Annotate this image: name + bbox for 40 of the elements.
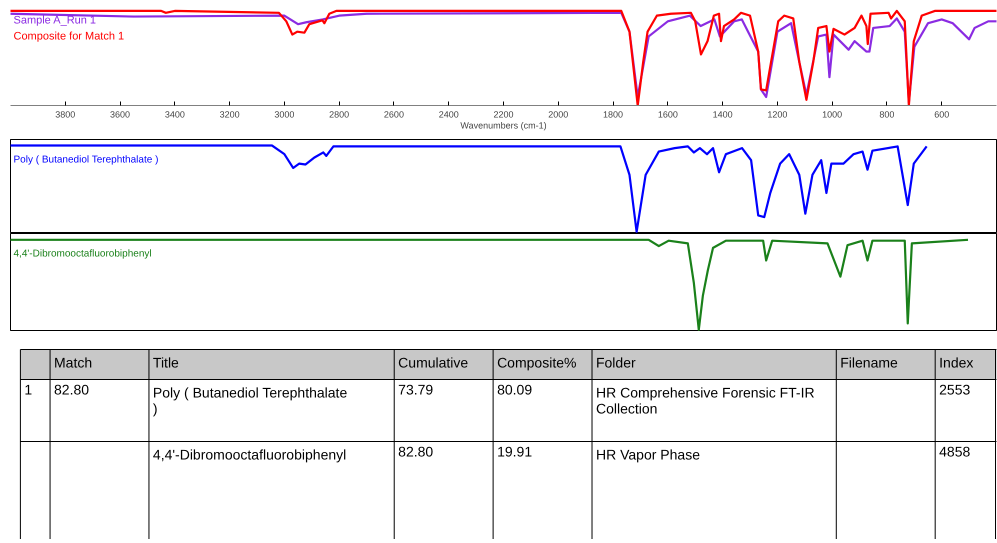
x-tick-label: 3000 [274, 110, 294, 120]
x-tick-label: 3400 [164, 110, 185, 120]
text: 4858 [939, 444, 970, 460]
x-tick-label: 600 [934, 110, 950, 120]
text: 4,4'-Dibromooctafluorobiphenyl [152, 446, 346, 462]
x-tick-label: 3600 [110, 110, 130, 120]
text: 2553 [939, 382, 970, 398]
text: Poly ( Butanediol Terephthalate ) [152, 384, 348, 416]
text: HR Comprehensive Forensic FT-IR Collection [596, 384, 815, 416]
x-tick-label: 1600 [658, 110, 678, 120]
text: HR Vapor Phase [596, 446, 700, 462]
x-tick-label: 3800 [55, 110, 76, 120]
text: Match [54, 354, 92, 370]
x-tick-label: 2400 [438, 110, 459, 120]
x-tick-label: 2800 [329, 110, 350, 120]
text: 80.09 [497, 382, 532, 398]
text: Index [939, 354, 974, 370]
series-label: Poly ( Butanediol Terephthalate ) [14, 154, 158, 166]
text: Cumulative [398, 354, 468, 370]
text: Filename [840, 354, 898, 370]
text: Title [152, 354, 180, 370]
text: 73.79 [398, 382, 434, 398]
text: Folder [596, 354, 636, 370]
x-tick-label: 3200 [220, 110, 240, 120]
text: 1 [24, 382, 32, 398]
text: Composite% [497, 354, 576, 370]
x-tick-label: 2600 [384, 110, 404, 120]
series-label: Composite for Match 1 [14, 30, 124, 42]
x-axis-title: Wavenumbers (cm-1) [460, 120, 547, 130]
text: 19.91 [497, 444, 532, 460]
text: 82.80 [398, 444, 434, 460]
x-tick-label: 1400 [712, 110, 733, 120]
text: 82.80 [54, 382, 90, 398]
x-tick-label: 1200 [767, 110, 788, 120]
x-tick-label: 2000 [548, 110, 568, 120]
x-tick-label: 2200 [493, 110, 514, 120]
x-tick-label: 1000 [822, 110, 842, 120]
x-tick-label: 1800 [603, 110, 624, 120]
x-tick-label: 800 [879, 110, 894, 120]
series-label: 4,4'-Dibromooctafluorobiphenyl [14, 248, 152, 260]
